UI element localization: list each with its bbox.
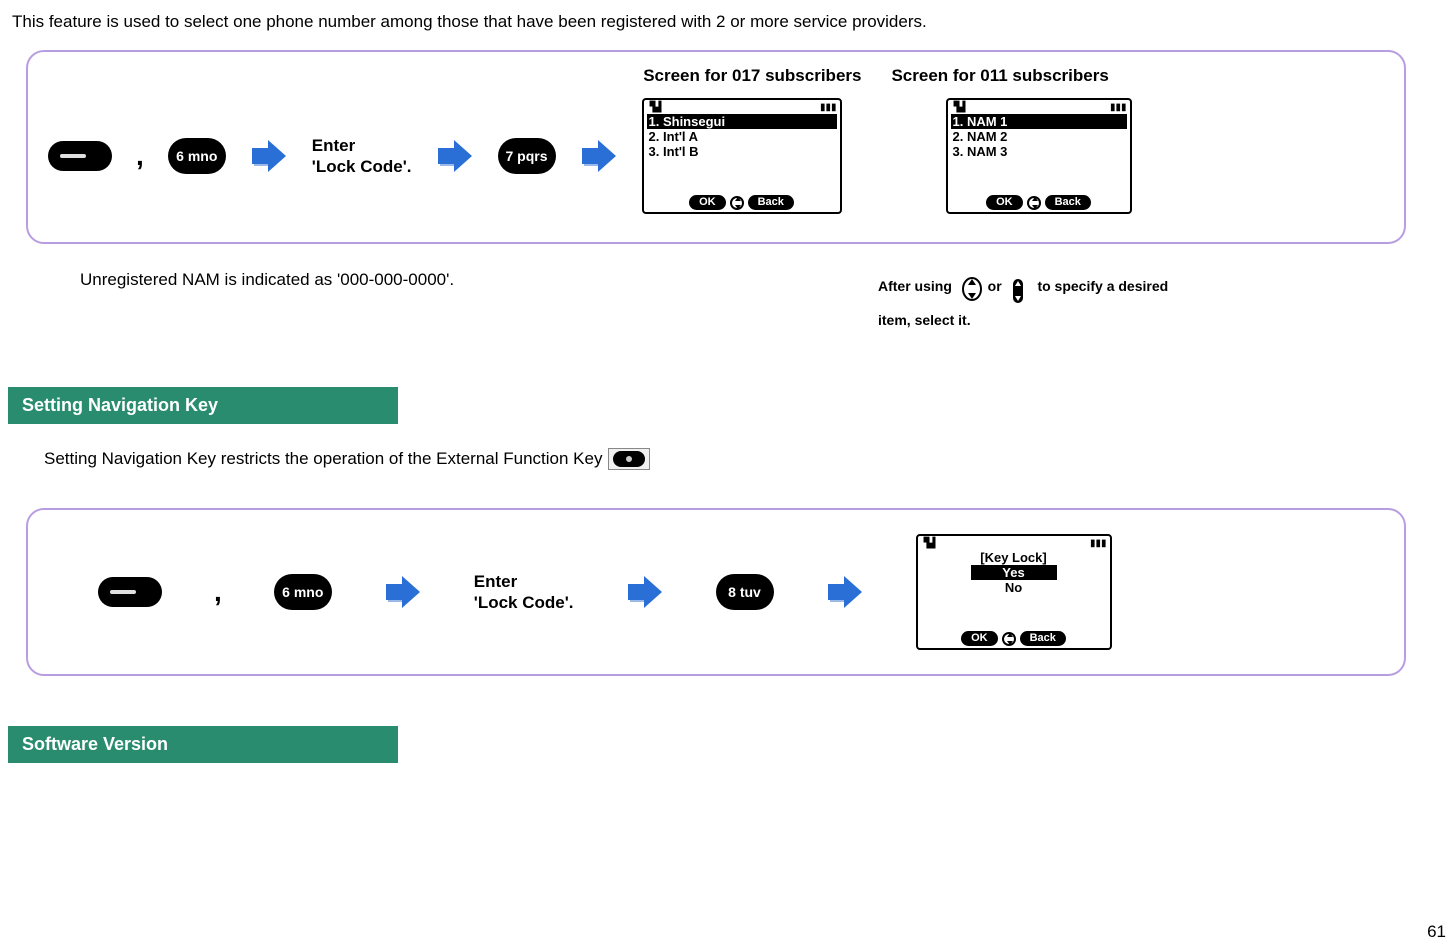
arrow-icon bbox=[248, 135, 290, 177]
nam-select-flow-box: Screen for 017 subscribers Screen for 01… bbox=[26, 50, 1406, 244]
keylock-no: No bbox=[921, 580, 1107, 595]
after-using-note: After using or to specify a desired item… bbox=[878, 270, 1308, 337]
header-011: Screen for 011 subscribers bbox=[891, 66, 1108, 86]
after-using-text: or bbox=[988, 278, 1002, 294]
key-6-icon: 6 mno bbox=[168, 138, 226, 174]
after-using-text: to specify a desired bbox=[1037, 278, 1168, 294]
softkey-ok: OK bbox=[689, 195, 726, 210]
screen-row: 1. NAM 1 bbox=[951, 114, 1127, 129]
menu-key-icon bbox=[98, 577, 162, 607]
page-number: 61 bbox=[1427, 922, 1446, 942]
screen-row: 1. Shinsegui bbox=[647, 114, 837, 129]
comma-separator: , bbox=[214, 576, 222, 608]
softkey-ok: OK bbox=[986, 195, 1023, 210]
battery-icon: ▮▮▮ bbox=[1110, 102, 1127, 113]
after-using-text: item, select it. bbox=[878, 312, 971, 328]
after-using-text: After using bbox=[878, 278, 952, 294]
phone-screen-017: ▝▙▌ ▮▮▮ 1. Shinsegui 2. Int'l A 3. Int'l … bbox=[642, 98, 842, 214]
battery-icon: ▮▮▮ bbox=[820, 102, 837, 113]
nav-pill-icon bbox=[1002, 632, 1016, 646]
up-down-key-icon bbox=[960, 277, 980, 297]
key-8-icon: 8 tuv bbox=[716, 574, 774, 610]
softkey-back: Back bbox=[748, 195, 794, 210]
screen-row: 3. Int'l B bbox=[647, 144, 837, 159]
softkey-ok: OK bbox=[961, 631, 998, 646]
comma-separator: , bbox=[136, 140, 144, 172]
intro-text: This feature is used to select one phone… bbox=[12, 12, 1436, 32]
battery-icon: ▮▮▮ bbox=[1090, 538, 1107, 549]
key-6-icon: 6 mno bbox=[274, 574, 332, 610]
enter-lock-code-text: Enter'Lock Code'. bbox=[474, 571, 574, 614]
enter-lock-code-text: Enter'Lock Code'. bbox=[312, 135, 412, 178]
screen-row: 3. NAM 3 bbox=[951, 144, 1127, 159]
side-key-icon bbox=[1010, 277, 1030, 297]
external-function-key-icon bbox=[608, 448, 650, 470]
phone-screen-keylock: ▝▙▌ ▮▮▮ [Key Lock] Yes No OK Back bbox=[916, 534, 1112, 650]
header-017: Screen for 017 subscribers bbox=[643, 66, 861, 86]
softkey-back: Back bbox=[1045, 195, 1091, 210]
key-7-icon: 7 pqrs bbox=[498, 138, 556, 174]
arrow-icon bbox=[434, 135, 476, 177]
phone-screen-011: ▝▙▌ ▮▮▮ 1. NAM 1 2. NAM 2 3. NAM 3 OK Bac… bbox=[946, 98, 1132, 214]
signal-icon: ▝▙▌ bbox=[647, 102, 665, 113]
arrow-icon bbox=[578, 135, 620, 177]
section-header-software: Software Version bbox=[8, 726, 398, 763]
screen-row: 2. NAM 2 bbox=[951, 129, 1127, 144]
signal-icon: ▝▙▌ bbox=[921, 538, 939, 549]
arrow-icon bbox=[624, 571, 666, 613]
menu-key-icon bbox=[48, 141, 112, 171]
nav-pill-icon bbox=[730, 196, 744, 210]
screen-row: 2. Int'l A bbox=[647, 129, 837, 144]
section-header-nav: Setting Navigation Key bbox=[8, 387, 398, 424]
keylock-title: [Key Lock] bbox=[921, 550, 1107, 565]
keylock-yes: Yes bbox=[971, 565, 1057, 580]
nav-restrict-text: Setting Navigation Key restricts the ope… bbox=[44, 449, 602, 469]
keylock-flow-box: , 6 mno Enter'Lock Code'. 8 tuv ▝▙▌ ▮▮▮ [… bbox=[26, 508, 1406, 676]
nav-pill-icon bbox=[1027, 196, 1041, 210]
softkey-back: Back bbox=[1020, 631, 1066, 646]
signal-icon: ▝▙▌ bbox=[951, 102, 969, 113]
arrow-icon bbox=[382, 571, 424, 613]
arrow-icon bbox=[824, 571, 866, 613]
